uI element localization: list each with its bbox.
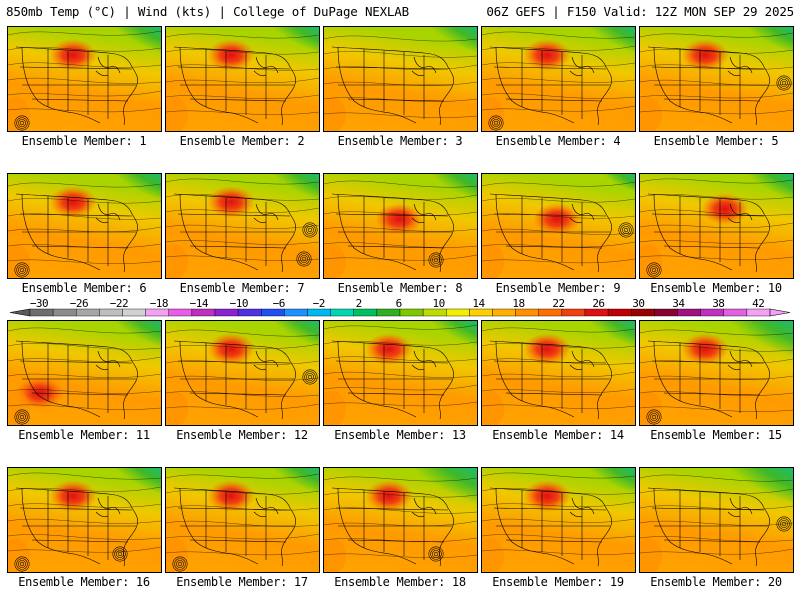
ensemble-map-2 xyxy=(165,26,320,132)
ensemble-member-label: Ensemble Member: 19 xyxy=(492,575,624,589)
ensemble-map-15 xyxy=(639,320,794,426)
ensemble-member-label: Ensemble Member: 13 xyxy=(334,428,466,442)
colorbar-tick-label: 42 xyxy=(752,297,765,310)
temperature-colorbar xyxy=(9,308,791,317)
colorbar-swatch xyxy=(607,308,632,317)
ensemble-member-label: Ensemble Member: 7 xyxy=(179,281,305,295)
ensemble-map-4 xyxy=(481,26,636,132)
colorbar-swatch xyxy=(353,308,378,317)
ensemble-map-18 xyxy=(323,467,478,573)
colorbar-tick-label: 22 xyxy=(552,297,565,310)
colorbar-swatch xyxy=(399,308,424,317)
colorbar-swatch xyxy=(145,308,169,317)
ensemble-map-5 xyxy=(639,26,794,132)
ensemble-map-10 xyxy=(639,173,794,279)
colorbar-swatch xyxy=(631,308,655,317)
ensemble-member-label: Ensemble Member: 10 xyxy=(650,281,782,295)
ensemble-member-label: Ensemble Member: 8 xyxy=(337,281,463,295)
colorbar-tick-label: −14 xyxy=(189,297,209,310)
run-valid-time: 06Z GEFS | F150 Valid: 12Z MON SEP 29 20… xyxy=(486,4,794,19)
ensemble-member-label: Ensemble Member: 5 xyxy=(653,134,779,148)
colorbar-swatch xyxy=(584,308,609,317)
colorbar-swatch xyxy=(654,308,678,317)
colorbar-tick-label: 10 xyxy=(432,297,445,310)
chart-title: 850mb Temp (°C) | Wind (kts) | College o… xyxy=(6,4,409,19)
colorbar-swatch xyxy=(284,308,308,317)
colorbar-tick-label: 14 xyxy=(472,297,485,310)
colorbar-swatch xyxy=(515,308,539,317)
colorbar-tick-label: −18 xyxy=(149,297,169,310)
colorbar-swatch xyxy=(99,308,123,317)
colorbar-tick-label: −10 xyxy=(229,297,249,310)
ensemble-map-16 xyxy=(7,467,162,573)
colorbar-swatch xyxy=(492,308,516,317)
colorbar-swatch xyxy=(261,308,285,317)
colorbar-tick-label: 6 xyxy=(395,297,403,310)
ensemble-member-label: Ensemble Member: 15 xyxy=(650,428,782,442)
colorbar-swatch xyxy=(191,308,216,317)
colorbar-swatch xyxy=(422,308,447,317)
ensemble-member-label: Ensemble Member: 16 xyxy=(18,575,150,589)
ensemble-member-label: Ensemble Member: 3 xyxy=(337,134,463,148)
ensemble-map-9 xyxy=(481,173,636,279)
ensemble-member-label: Ensemble Member: 1 xyxy=(21,134,147,148)
colorbar-swatch xyxy=(677,308,701,317)
ensemble-map-6 xyxy=(7,173,162,279)
ensemble-member-label: Ensemble Member: 11 xyxy=(18,428,150,442)
colorbar-swatch xyxy=(237,308,262,317)
colorbar-swatch xyxy=(538,308,563,317)
colorbar-swatch xyxy=(561,308,586,317)
colorbar-tick-label: 38 xyxy=(712,297,725,310)
colorbar-swatch xyxy=(76,308,100,317)
ensemble-map-3 xyxy=(323,26,478,132)
colorbar-swatch xyxy=(330,308,354,317)
colorbar-swatch xyxy=(214,308,239,317)
ensemble-member-label: Ensemble Member: 6 xyxy=(21,281,147,295)
ensemble-member-label: Ensemble Member: 14 xyxy=(492,428,624,442)
colorbar-tick-label: −6 xyxy=(272,297,286,310)
ensemble-member-label: Ensemble Member: 2 xyxy=(179,134,305,148)
colorbar-tick-label: 26 xyxy=(592,297,605,310)
colorbar-tick-label: −26 xyxy=(69,297,89,310)
ensemble-map-13 xyxy=(323,320,478,426)
ensemble-member-label: Ensemble Member: 9 xyxy=(495,281,621,295)
ensemble-map-11 xyxy=(7,320,162,426)
ensemble-map-14 xyxy=(481,320,636,426)
colorbar-swatch xyxy=(446,308,470,317)
colorbar-swatch xyxy=(29,308,54,317)
ensemble-map-17 xyxy=(165,467,320,573)
colorbar-tick-label: 30 xyxy=(632,297,645,310)
ensemble-member-label: Ensemble Member: 20 xyxy=(650,575,782,589)
colorbar-swatch xyxy=(376,308,401,317)
colorbar-tick-label: 2 xyxy=(355,297,363,310)
colorbar-tick-label: −30 xyxy=(29,297,49,310)
ensemble-member-label: Ensemble Member: 18 xyxy=(334,575,466,589)
ensemble-map-20 xyxy=(639,467,794,573)
colorbar-swatch xyxy=(307,308,331,317)
ensemble-map-7 xyxy=(165,173,320,279)
ensemble-map-8 xyxy=(323,173,478,279)
colorbar-tick-label: 34 xyxy=(672,297,685,310)
ensemble-member-label: Ensemble Member: 4 xyxy=(495,134,621,148)
colorbar-swatch xyxy=(723,308,748,317)
colorbar-swatch xyxy=(168,308,193,317)
colorbar-tick-label: −2 xyxy=(312,297,326,310)
colorbar-swatch xyxy=(700,308,724,317)
ensemble-member-label: Ensemble Member: 17 xyxy=(176,575,308,589)
ensemble-map-19 xyxy=(481,467,636,573)
colorbar-swatch xyxy=(122,308,146,317)
ensemble-member-label: Ensemble Member: 12 xyxy=(176,428,308,442)
colorbar-swatch xyxy=(52,308,77,317)
colorbar-swatch xyxy=(469,308,493,317)
colorbar-swatch xyxy=(746,308,771,317)
ensemble-map-12 xyxy=(165,320,320,426)
colorbar-tick-label: −22 xyxy=(109,297,129,310)
ensemble-map-1 xyxy=(7,26,162,132)
colorbar-tick-label: 18 xyxy=(512,297,525,310)
